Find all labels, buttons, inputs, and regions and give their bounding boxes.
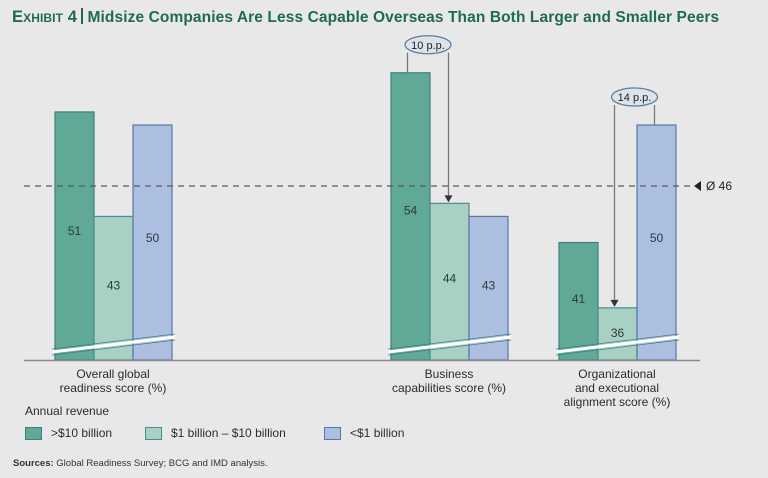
legend-title: Annual revenue bbox=[25, 404, 110, 418]
category-label-line: Overall global bbox=[76, 367, 150, 381]
legend-item-mid: $1 billion – $10 billion bbox=[145, 426, 286, 440]
value-label: 54 bbox=[404, 204, 418, 218]
category-label-line: capabilities score (%) bbox=[391, 381, 507, 395]
value-label: 41 bbox=[572, 292, 586, 306]
value-label: 43 bbox=[107, 278, 121, 292]
bar bbox=[468, 215, 509, 361]
value-label: 44 bbox=[443, 272, 457, 286]
legend-item-small: <$1 billion bbox=[324, 426, 404, 440]
arrow-down-icon bbox=[610, 299, 619, 307]
legend-swatch-small bbox=[324, 426, 341, 440]
category-label-line: readiness score (%) bbox=[59, 381, 167, 395]
value-label: 36 bbox=[611, 326, 625, 340]
legend-swatch-mid bbox=[145, 426, 162, 440]
bar bbox=[54, 111, 95, 361]
title-separator bbox=[81, 8, 83, 24]
axis-break-mark bbox=[51, 339, 176, 356]
category-label-line: Business bbox=[424, 367, 474, 381]
chart-title: Exhibit 4 Midsize Companies Are Less Capa… bbox=[12, 8, 719, 27]
annotation-label: 14 p.p. bbox=[618, 92, 652, 104]
annotation-label: 10 p.p. bbox=[411, 40, 445, 52]
annotation-bubble bbox=[610, 87, 659, 107]
axis-break-mark bbox=[555, 339, 680, 356]
axis-break-mark bbox=[51, 335, 176, 354]
category-label-1: Business capabilities score (%) bbox=[379, 367, 519, 395]
axis-break-mark bbox=[555, 335, 680, 354]
bar bbox=[132, 124, 173, 361]
legend-label: <$1 billion bbox=[350, 426, 405, 440]
sources-text: Global Readiness Survey; BCG and IMD ana… bbox=[56, 458, 268, 469]
legend-label: >$10 billion bbox=[51, 426, 113, 440]
exhibit-label: Exhibit 4 bbox=[12, 8, 78, 26]
bar bbox=[390, 72, 431, 361]
arrow-down-icon bbox=[444, 195, 453, 203]
category-label-2: Organizational and executional alignment… bbox=[547, 367, 687, 409]
value-label: 50 bbox=[650, 231, 664, 245]
bar bbox=[636, 124, 677, 361]
axis-break-mark bbox=[555, 333, 680, 350]
sources-label: Sources: bbox=[13, 458, 54, 469]
legend-label: $1 billion – $10 billion bbox=[171, 426, 286, 440]
annotation-bubble bbox=[404, 35, 452, 55]
value-label: 50 bbox=[146, 231, 160, 245]
reference-line-label: Ø 46 bbox=[706, 179, 732, 193]
title-text: Midsize Companies Are Less Capable Overs… bbox=[87, 9, 720, 26]
legend-swatch-large bbox=[25, 426, 42, 440]
category-label-line: Organizational bbox=[578, 367, 656, 381]
value-label: 43 bbox=[482, 278, 496, 292]
value-label: 51 bbox=[68, 224, 82, 238]
axis-break-mark bbox=[387, 335, 512, 354]
category-label-0: Overall global readiness score (%) bbox=[43, 367, 183, 395]
axis-break-mark bbox=[51, 333, 176, 350]
sources-note: Sources: Global Readiness Survey; BCG an… bbox=[13, 458, 268, 469]
category-label-line: and executional bbox=[574, 381, 660, 395]
legend-item-large: >$10 billion bbox=[25, 426, 112, 440]
axis-break-mark bbox=[387, 339, 512, 356]
category-label-line: alignment score (%) bbox=[563, 395, 671, 409]
reference-arrow-icon bbox=[694, 181, 701, 191]
axis-break-mark bbox=[387, 333, 512, 350]
